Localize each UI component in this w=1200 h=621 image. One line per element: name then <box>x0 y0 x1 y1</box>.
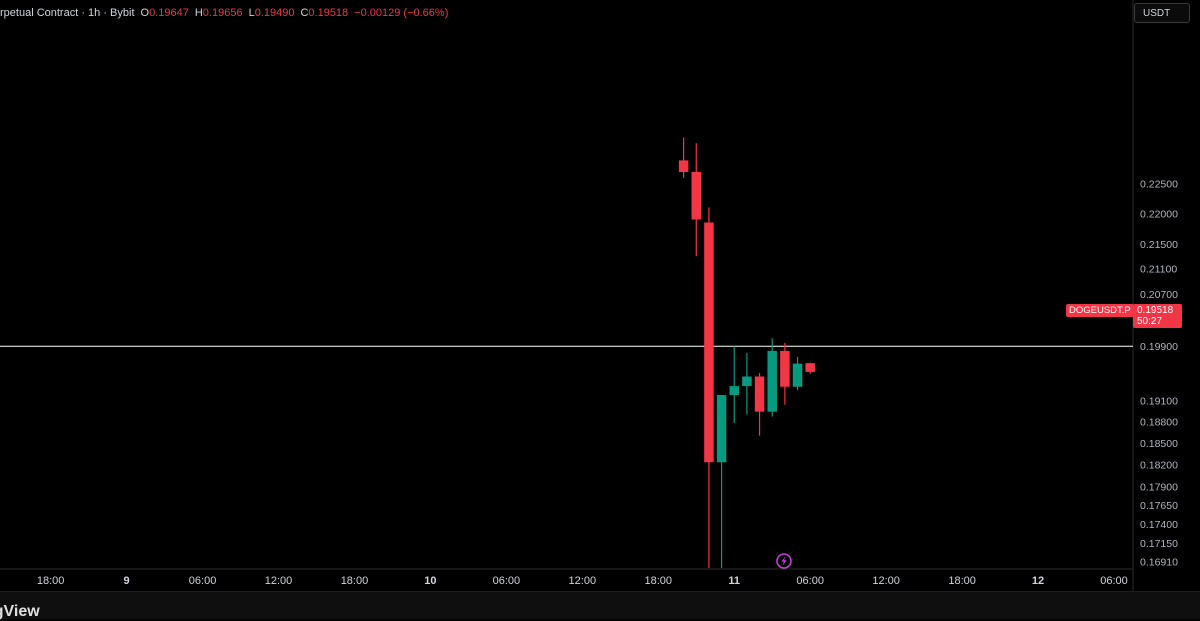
x-tick-label: 06:00 <box>796 575 824 587</box>
x-tick-label: 06:00 <box>1100 575 1128 587</box>
last-price-value: 0.19518 <box>1137 305 1174 316</box>
high-value: 0.19656 <box>202 7 243 19</box>
x-tick-label: 06:00 <box>189 575 217 587</box>
candle-body <box>805 363 815 372</box>
open-value: 0.19647 <box>149 7 189 19</box>
y-tick-label: 0.17900 <box>1140 481 1178 493</box>
y-tick-label: 0.21500 <box>1140 239 1178 251</box>
y-tick-label: 0.17650 <box>1140 500 1178 512</box>
candle-body <box>742 376 752 387</box>
candle-body <box>792 363 803 387</box>
y-tick-label: 0.18800 <box>1140 416 1178 428</box>
last-price-tag: 0.19518 50:27 <box>1133 304 1182 328</box>
close-key: C <box>300 7 309 19</box>
currency-button[interactable]: USDT <box>1134 3 1190 23</box>
symbol-tag: DOGEUSDT.P <box>1066 304 1134 317</box>
y-tick-label: 0.16910 <box>1140 557 1178 569</box>
candle-body <box>767 350 777 412</box>
candle-body <box>754 376 765 412</box>
candle-body <box>716 395 727 463</box>
x-tick-label: 18:00 <box>341 575 369 587</box>
y-tick-label: 0.22000 <box>1140 208 1178 220</box>
y-tick-label: 0.19900 <box>1140 341 1178 353</box>
x-tick-label: 11 <box>728 575 740 587</box>
candle-body <box>729 386 739 396</box>
candle-body <box>780 350 790 387</box>
x-tick-label: 12:00 <box>569 575 597 587</box>
y-tick-label: 0.19100 <box>1140 396 1178 408</box>
x-tick-label: 12:00 <box>265 575 293 587</box>
open-key: O <box>140 7 150 19</box>
low-key: L <box>248 7 255 19</box>
y-tick-label: 0.17400 <box>1140 519 1178 531</box>
candle-body <box>704 222 714 463</box>
y-tick-label: 0.18200 <box>1140 459 1178 471</box>
y-tick-label: 0.21100 <box>1140 264 1177 276</box>
low-value: 0.19490 <box>254 7 295 19</box>
x-tick-label: 18:00 <box>645 575 673 587</box>
x-tick-label: 9 <box>124 575 130 587</box>
candle-body <box>691 171 702 220</box>
candle-body <box>678 160 689 172</box>
symbol-legend: rpetual Contract · 1h · Bybit O0.19647 H0.… <box>0 7 448 19</box>
brand-logo-text: ngView <box>0 603 40 620</box>
x-tick-label: 12:00 <box>872 575 900 587</box>
y-tick-label: 0.17150 <box>1140 538 1178 550</box>
x-tick-label: 18:00 <box>37 575 65 587</box>
x-tick-label: 18:00 <box>948 575 976 587</box>
x-tick-label: 10 <box>424 575 436 587</box>
bar-countdown: 50:27 <box>1137 316 1163 327</box>
high-key: H <box>194 7 203 19</box>
close-value: 0.19518 <box>308 7 349 19</box>
y-tick-label: 0.22500 <box>1140 179 1178 191</box>
x-tick-label: 12 <box>1032 575 1044 587</box>
y-tick-label: 0.20700 <box>1140 289 1178 301</box>
symbol-title: rpetual Contract · 1h · Bybit <box>0 7 135 19</box>
change-value: −0.00129 (−0.66%) <box>354 7 449 19</box>
footer-bar <box>0 591 1200 619</box>
y-tick-label: 0.18500 <box>1140 438 1178 450</box>
x-tick-label: 06:00 <box>493 575 521 587</box>
lightning-bolt-icon[interactable] <box>776 553 792 569</box>
